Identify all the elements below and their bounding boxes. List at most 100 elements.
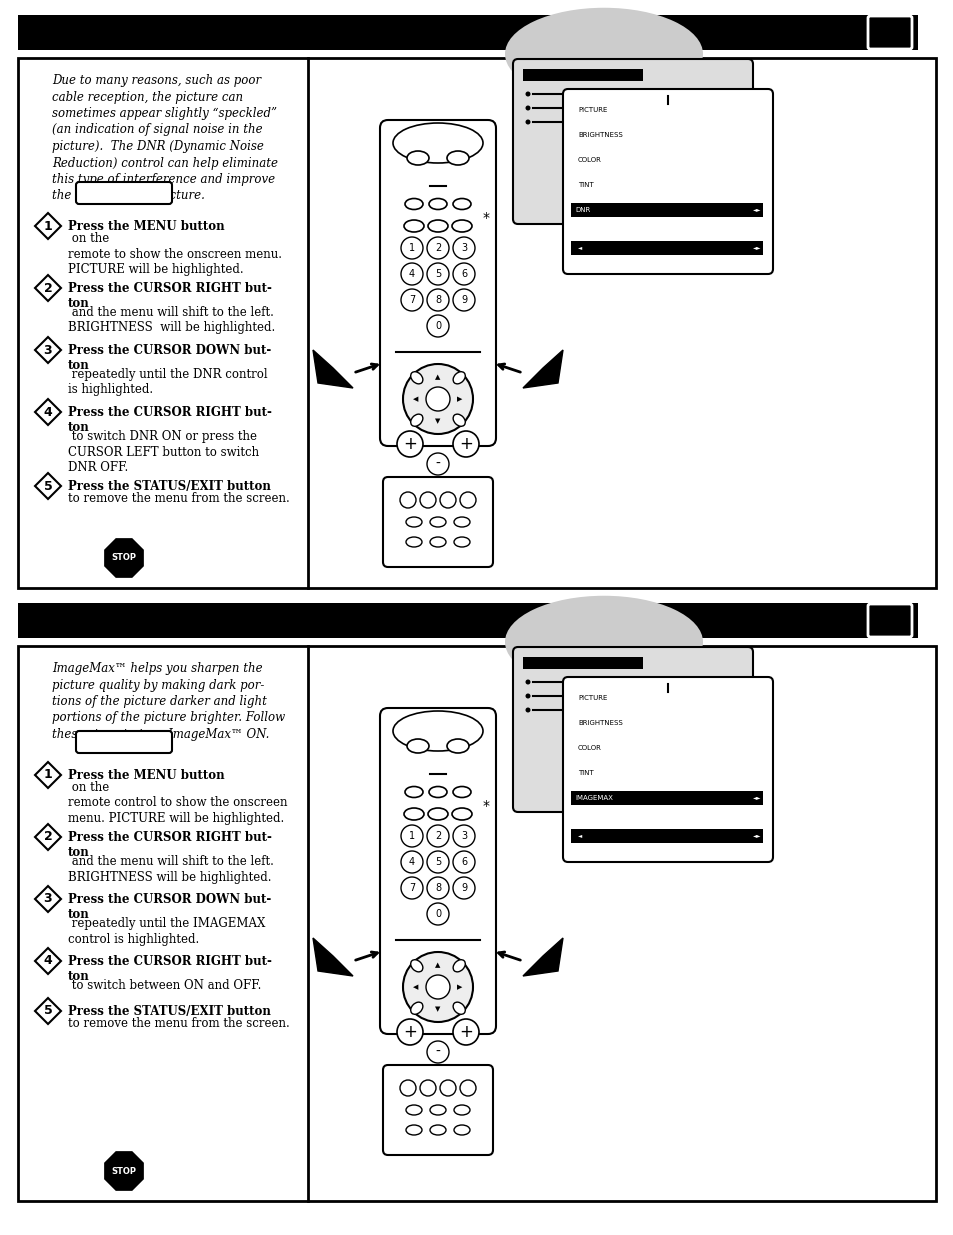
Ellipse shape bbox=[407, 739, 429, 753]
Circle shape bbox=[419, 1079, 436, 1095]
Text: Press the CURSOR RIGHT but-
ton: Press the CURSOR RIGHT but- ton bbox=[68, 406, 272, 433]
Text: 4: 4 bbox=[44, 955, 52, 967]
Text: ◄: ◄ bbox=[578, 834, 581, 839]
Polygon shape bbox=[35, 212, 61, 240]
Text: 5: 5 bbox=[44, 479, 52, 493]
Text: on the
remote control to show the onscreen
menu. PICTURE will be highlighted.: on the remote control to show the onscre… bbox=[68, 781, 287, 825]
Text: 2: 2 bbox=[44, 830, 52, 844]
Circle shape bbox=[453, 851, 475, 873]
Text: repeatedly until the IMAGEMAX
control is highlighted.: repeatedly until the IMAGEMAX control is… bbox=[68, 918, 265, 946]
FancyBboxPatch shape bbox=[382, 477, 493, 567]
FancyBboxPatch shape bbox=[76, 731, 172, 753]
Polygon shape bbox=[35, 824, 61, 850]
Circle shape bbox=[400, 825, 422, 847]
Ellipse shape bbox=[504, 7, 702, 100]
Polygon shape bbox=[35, 762, 61, 788]
Text: to remove the menu from the screen.: to remove the menu from the screen. bbox=[68, 1016, 290, 1030]
Circle shape bbox=[402, 364, 473, 433]
Text: 3: 3 bbox=[44, 343, 52, 357]
Bar bbox=[571, 790, 762, 805]
Text: STOP: STOP bbox=[112, 553, 136, 562]
Text: ▼: ▼ bbox=[435, 1007, 440, 1011]
Ellipse shape bbox=[447, 739, 469, 753]
Circle shape bbox=[453, 237, 475, 259]
Text: ▶: ▶ bbox=[456, 984, 462, 990]
Text: 6: 6 bbox=[460, 269, 467, 279]
FancyBboxPatch shape bbox=[76, 182, 172, 204]
Circle shape bbox=[439, 492, 456, 508]
Text: 8: 8 bbox=[435, 295, 440, 305]
Text: ◄►: ◄► bbox=[752, 207, 760, 212]
Ellipse shape bbox=[411, 960, 422, 972]
Circle shape bbox=[427, 453, 449, 475]
Ellipse shape bbox=[428, 808, 448, 820]
Text: 3: 3 bbox=[460, 243, 467, 253]
Ellipse shape bbox=[411, 1002, 422, 1014]
Circle shape bbox=[427, 877, 449, 899]
Text: ▼: ▼ bbox=[435, 417, 440, 424]
Text: 8: 8 bbox=[435, 883, 440, 893]
Ellipse shape bbox=[447, 151, 469, 165]
Text: 1: 1 bbox=[44, 220, 52, 232]
Ellipse shape bbox=[393, 124, 482, 163]
Polygon shape bbox=[35, 885, 61, 911]
Text: DNR: DNR bbox=[575, 207, 590, 212]
Text: 1: 1 bbox=[409, 831, 415, 841]
Text: TINT: TINT bbox=[578, 182, 593, 188]
Bar bbox=[18, 603, 917, 638]
Ellipse shape bbox=[405, 199, 422, 210]
Circle shape bbox=[453, 1019, 478, 1045]
Ellipse shape bbox=[403, 220, 423, 232]
Circle shape bbox=[427, 903, 449, 925]
Circle shape bbox=[453, 263, 475, 285]
Text: +: + bbox=[458, 1023, 473, 1041]
Text: ◀: ◀ bbox=[413, 984, 418, 990]
Circle shape bbox=[400, 289, 422, 311]
Text: ▶: ▶ bbox=[456, 396, 462, 403]
Text: 6: 6 bbox=[460, 857, 467, 867]
Ellipse shape bbox=[430, 517, 446, 527]
Text: 4: 4 bbox=[409, 857, 415, 867]
Ellipse shape bbox=[393, 711, 482, 751]
Circle shape bbox=[525, 120, 530, 125]
Text: to switch DNR ON or press the
CURSOR LEFT button to switch
DNR OFF.: to switch DNR ON or press the CURSOR LEF… bbox=[68, 430, 259, 474]
Ellipse shape bbox=[504, 595, 702, 688]
Text: to switch between ON and OFF.: to switch between ON and OFF. bbox=[68, 979, 261, 992]
Circle shape bbox=[525, 694, 530, 699]
FancyBboxPatch shape bbox=[562, 677, 772, 862]
Text: 1: 1 bbox=[409, 243, 415, 253]
Polygon shape bbox=[35, 337, 61, 363]
Ellipse shape bbox=[411, 414, 422, 426]
Bar bbox=[522, 69, 642, 82]
Text: 3: 3 bbox=[44, 893, 52, 905]
Circle shape bbox=[453, 825, 475, 847]
Text: 0: 0 bbox=[435, 909, 440, 919]
Ellipse shape bbox=[453, 960, 465, 972]
Polygon shape bbox=[313, 939, 353, 976]
Text: ◀: ◀ bbox=[413, 396, 418, 403]
Bar bbox=[18, 15, 917, 49]
Text: ▲: ▲ bbox=[435, 962, 440, 968]
Ellipse shape bbox=[454, 537, 470, 547]
Circle shape bbox=[459, 1079, 476, 1095]
FancyBboxPatch shape bbox=[867, 604, 911, 637]
Ellipse shape bbox=[430, 1105, 446, 1115]
Text: Press the MENU button: Press the MENU button bbox=[68, 769, 224, 782]
Circle shape bbox=[402, 952, 473, 1023]
Polygon shape bbox=[106, 540, 142, 577]
Polygon shape bbox=[106, 1152, 142, 1189]
Text: ▲: ▲ bbox=[435, 374, 440, 380]
Bar bbox=[571, 203, 762, 217]
Text: -: - bbox=[436, 457, 440, 471]
Text: on the
remote to show the onscreen menu.
PICTURE will be highlighted.: on the remote to show the onscreen menu.… bbox=[68, 232, 282, 275]
Circle shape bbox=[427, 315, 449, 337]
Ellipse shape bbox=[453, 414, 465, 426]
Text: 7: 7 bbox=[409, 295, 415, 305]
Polygon shape bbox=[522, 939, 562, 976]
Text: 1: 1 bbox=[44, 768, 52, 782]
Circle shape bbox=[525, 679, 530, 684]
Text: 4: 4 bbox=[409, 269, 415, 279]
Polygon shape bbox=[35, 399, 61, 425]
Text: 3: 3 bbox=[460, 831, 467, 841]
Bar bbox=[18, 58, 935, 588]
